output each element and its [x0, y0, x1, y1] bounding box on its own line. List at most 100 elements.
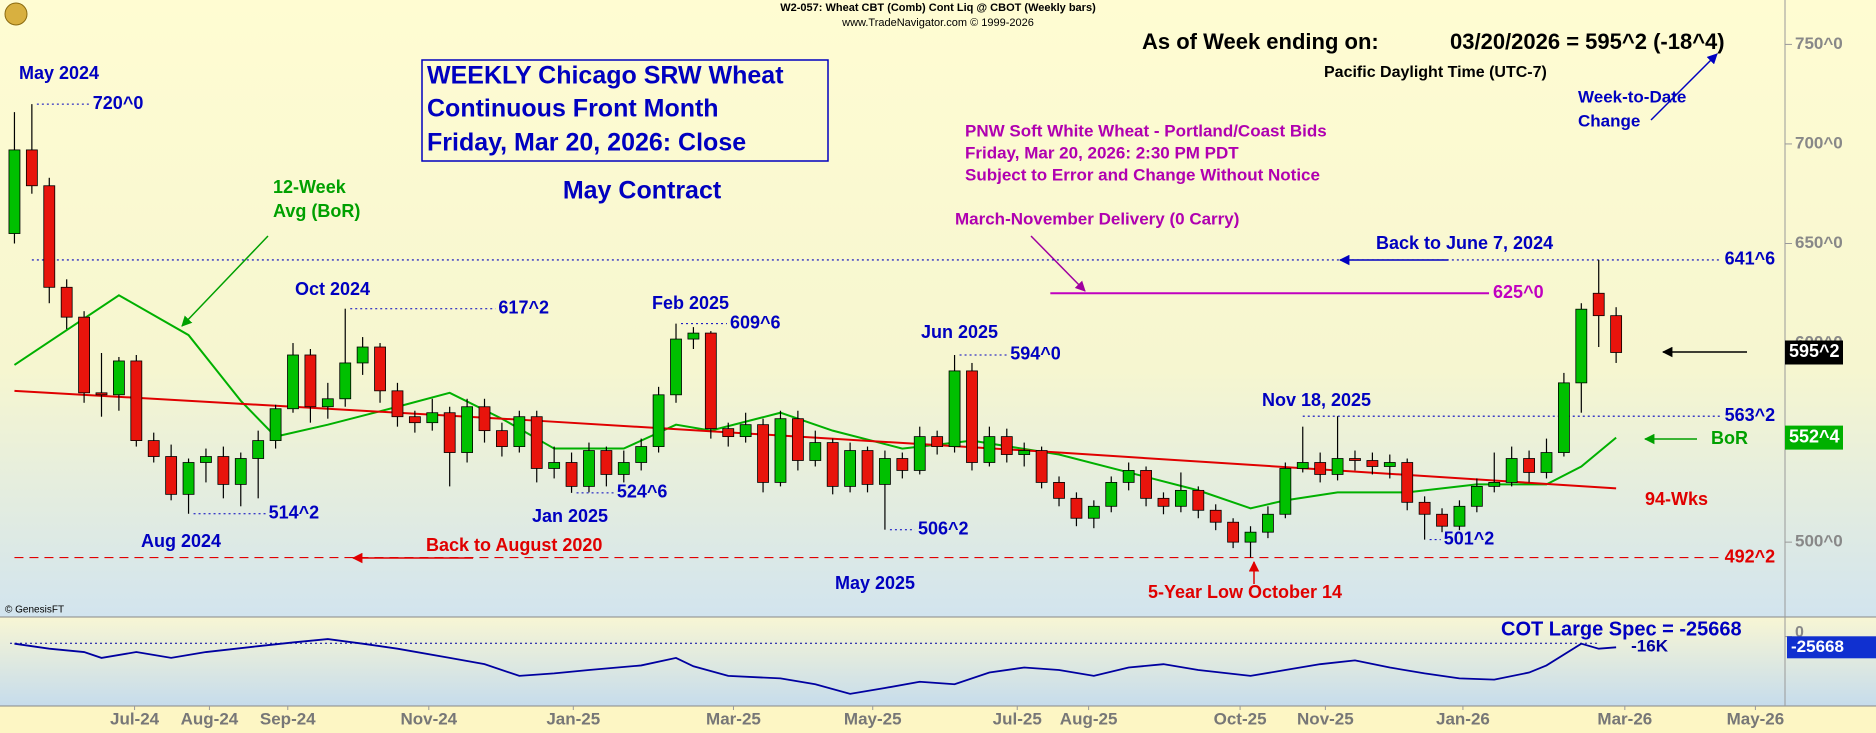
- candle-body: [774, 418, 787, 483]
- candle-body: [461, 406, 473, 453]
- candle-body: [1244, 531, 1257, 543]
- candle-body: [1470, 485, 1483, 507]
- candle-body: [896, 458, 909, 471]
- date-axis: [0, 706, 1876, 733]
- candle-body: [739, 424, 752, 438]
- ma-label: 552^4: [1789, 426, 1840, 446]
- candle-body: [1418, 501, 1431, 515]
- x-tick-label: Oct-25: [1214, 709, 1267, 728]
- y-tick-label: 500^0: [1795, 532, 1843, 551]
- moving-average: [13, 294, 1617, 510]
- point-label: 514^2: [269, 503, 320, 523]
- candle-body: [443, 412, 456, 453]
- candle-body: [1314, 462, 1327, 475]
- candle-body: [496, 430, 508, 447]
- y-tick-label: 0: [1795, 624, 1804, 641]
- x-tick-label: May-25: [844, 709, 902, 728]
- candle-body: [478, 406, 491, 432]
- arrow: [1030, 235, 1086, 292]
- candle-body: [252, 440, 265, 459]
- candle-body: [200, 456, 212, 463]
- candle-body: [530, 416, 543, 469]
- cot-title: COT Large Spec = -25668: [1501, 618, 1742, 640]
- cot-line: [14, 638, 1617, 695]
- note: Change: [1578, 111, 1640, 130]
- point-label: 524^6: [617, 482, 668, 502]
- annotation: Feb 2025: [652, 293, 729, 313]
- point-label: 609^6: [730, 312, 781, 332]
- candle-body: [374, 346, 386, 392]
- annotation: Jun 2025: [921, 322, 998, 342]
- arrow: [1650, 53, 1718, 121]
- cot-last-box: [1787, 636, 1876, 659]
- candle-body: [809, 442, 822, 461]
- x-tick-label: Aug-25: [1060, 709, 1118, 728]
- level-label: 625^0: [1493, 282, 1544, 302]
- candle-body: [1366, 460, 1379, 467]
- candle-body: [1575, 308, 1588, 384]
- annotation: May 2025: [835, 573, 915, 593]
- candle-body: [1296, 462, 1309, 469]
- candle-body: [43, 185, 56, 288]
- candle-body: [1523, 458, 1535, 473]
- title: Continuous Front Month: [427, 95, 719, 123]
- candle-body: [1488, 482, 1501, 487]
- line-label: 94-Wks: [1645, 489, 1708, 509]
- annotation: Oct 2024: [295, 279, 370, 299]
- candle-body: [60, 286, 73, 318]
- annotation: Jan 2025: [532, 506, 608, 526]
- candle-body: [1540, 452, 1553, 473]
- level-label: 492^2: [1725, 546, 1776, 566]
- point-label: 720^0: [93, 93, 144, 113]
- candle-body: [1227, 521, 1240, 543]
- candle-body: [583, 450, 595, 487]
- candle-body: [1174, 489, 1187, 507]
- annotation: Nov 18, 2025: [1262, 390, 1371, 410]
- x-tick-label: Nov-24: [400, 709, 457, 728]
- candle-body: [791, 418, 804, 461]
- candle-body: [1140, 470, 1152, 499]
- candle-body: [513, 416, 526, 447]
- candle-body: [339, 362, 352, 400]
- timezone: Pacific Daylight Time (UTC-7): [1324, 64, 1547, 81]
- candle-body: [8, 149, 21, 234]
- logo: [4, 2, 28, 26]
- candle-body: [879, 458, 891, 485]
- candle-body: [269, 408, 282, 441]
- candle-body: [321, 398, 334, 408]
- candle-body: [1192, 489, 1205, 511]
- candle-body: [600, 450, 613, 475]
- note: Week-to-Date: [1578, 87, 1686, 106]
- candle-body: [1592, 292, 1605, 317]
- annotation: Aug 2024: [141, 531, 221, 551]
- y-tick-label: 700^0: [1795, 133, 1843, 152]
- candle-body: [356, 346, 369, 364]
- candle-body: [844, 450, 857, 487]
- candle-body: [1453, 505, 1466, 527]
- level-label: 563^2: [1725, 405, 1776, 425]
- candle-body: [983, 436, 996, 463]
- candle-body: [1070, 497, 1083, 519]
- candle-body: [1610, 315, 1623, 353]
- candle-body: [1436, 513, 1448, 527]
- candle-body: [95, 392, 108, 396]
- last-price-label: 595^2: [1789, 341, 1840, 361]
- x-tick-label: Nov-25: [1297, 709, 1354, 728]
- x-tick-label: Aug-24: [181, 709, 239, 728]
- candle-body: [1279, 468, 1292, 515]
- title: Friday, Mar 20, 2026: Close: [427, 129, 746, 157]
- candle-body: [722, 428, 735, 438]
- candle-body: [1557, 382, 1570, 453]
- watermark: © GenesisFT: [5, 605, 64, 616]
- candle-body: [1209, 509, 1222, 523]
- x-tick-label: Mar-26: [1597, 709, 1652, 728]
- line-label: Avg (BoR): [273, 201, 360, 221]
- annotation: May 2024: [19, 63, 99, 83]
- x-tick-label: Jan-25: [546, 709, 600, 728]
- candle-body: [130, 360, 143, 441]
- x-tick-label: May-26: [1727, 709, 1785, 728]
- cot-last-label: -25668: [1791, 637, 1844, 656]
- price-panel: [0, 0, 1876, 617]
- candle-body: [670, 338, 682, 396]
